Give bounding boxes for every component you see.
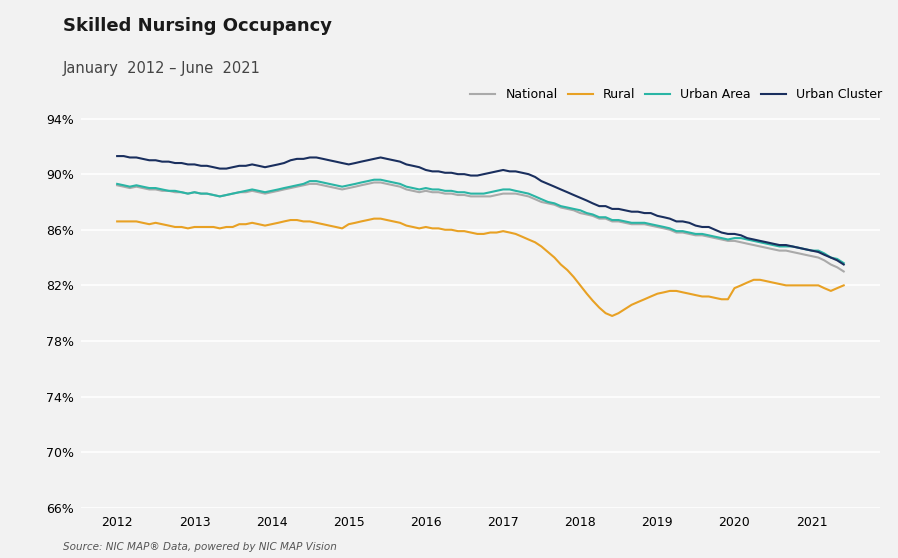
Line: Urban Cluster: Urban Cluster [117,156,844,264]
Text: Skilled Nursing Occupancy: Skilled Nursing Occupancy [63,17,332,35]
Text: Source: NIC MAP® Data, powered by NIC MAP Vision: Source: NIC MAP® Data, powered by NIC MA… [63,542,337,552]
Text: January  2012 – June  2021: January 2012 – June 2021 [63,61,260,76]
Line: National: National [117,182,844,271]
Line: Urban Area: Urban Area [117,180,844,263]
Legend: National, Rural, Urban Area, Urban Cluster: National, Rural, Urban Area, Urban Clust… [471,88,882,102]
Line: Rural: Rural [117,219,844,316]
